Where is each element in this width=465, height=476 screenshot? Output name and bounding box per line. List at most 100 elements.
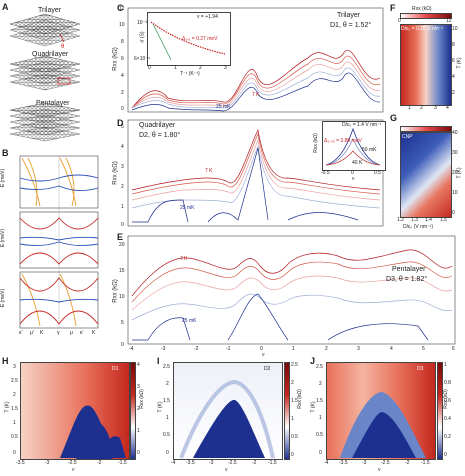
panel-h-cbar-2: 2 <box>137 406 140 412</box>
panel-e-xtick-m4: -4 <box>129 346 134 352</box>
panel-h-ytick-15: 1.5 <box>11 406 18 412</box>
panel-j-colorbar <box>437 362 443 460</box>
panel-c-inset-nu: ν = +1.94 <box>197 14 218 20</box>
panel-d-inset-xtick-pos: 0.5 <box>374 170 381 176</box>
panel-e-ylabel: Rxx (kΩ) <box>112 279 119 303</box>
panel-c-inset-ytick-2: 6×10⁻⁴ <box>134 56 151 62</box>
panel-j-cbar-02: 0.2 <box>444 434 451 440</box>
panel-d-inset-delta: Δ₂.₃₅ = 3.88 meV <box>324 138 362 144</box>
panel-h-cbar-0: 0 <box>137 450 140 456</box>
panel-e-ytick-15: 15 <box>119 268 125 274</box>
panel-h-cbar-3: 3 <box>137 384 140 390</box>
panel-j-ytick-0: 0 <box>319 450 322 456</box>
panel-d-ytick-4: 4 <box>121 144 124 150</box>
panel-h-dome <box>60 405 126 458</box>
panel-j-xtick-6: -1.5 <box>421 460 430 466</box>
panel-b-xtick-mu2: μ <box>70 330 73 336</box>
panel-j-ytick-15: 1.5 <box>316 398 323 404</box>
panel-c-plot <box>127 7 384 113</box>
panel-f-field: D/ε₀ = 0.26 V nm⁻¹ <box>401 26 444 32</box>
panel-i-ytick-1: 1 <box>166 415 169 421</box>
quadrilayer-stack <box>9 55 81 91</box>
panel-c-ytick-0: 0 <box>121 106 124 112</box>
panel-d-temp-high: 7 K <box>205 168 213 174</box>
panel-i-cbar-25: 2.5 <box>291 362 298 368</box>
panel-f-cbar-max: 12 <box>446 18 452 24</box>
panel-g-letter: G <box>390 113 398 123</box>
panel-h-ytick-05: 0.5 <box>11 434 18 440</box>
panel-f-colorbar <box>400 13 452 19</box>
panel-d-inset <box>322 121 386 171</box>
panel-j-ytick-1: 1 <box>319 415 322 421</box>
panel-e-device: D3, θ = 1.82° <box>386 276 428 283</box>
panel-j-cbar-08: 0.8 <box>444 380 451 386</box>
panel-d-inset-thigh: 40 K <box>352 160 363 166</box>
panel-d-ytick-5: 5 <box>121 124 124 130</box>
panel-a-letter: A <box>2 2 9 12</box>
panel-e-xtick-m3: -3 <box>161 346 166 352</box>
panel-c-inset-plot <box>150 21 226 61</box>
panel-h-ytick-3: 3 <box>13 364 16 370</box>
panel-g-ytick-0: 0 <box>452 210 455 216</box>
panel-b-xtick-gamma: γ <box>57 330 60 336</box>
panel-f-ytick-10: 10 <box>452 26 458 32</box>
panel-i-ytick-0: 0 <box>166 450 169 456</box>
panel-j-xtick-3: -3 <box>362 460 367 466</box>
panel-j-ytick-25: 2.5 <box>316 364 323 370</box>
panel-f-xtick-1: 1 <box>408 105 411 111</box>
panel-e-xtick-3: 3 <box>357 346 360 352</box>
panel-e-xtick-m1: -1 <box>226 346 231 352</box>
panel-i-ytick-05: 0.5 <box>163 432 170 438</box>
panel-a-quadrilayer-label: Quadrilayer <box>32 51 69 58</box>
panel-h-ytick-25: 2.5 <box>11 378 18 384</box>
panel-i-xtick-2: -3.5 <box>186 460 195 466</box>
panel-c-ytick-12: 12 <box>119 6 125 12</box>
panel-c-name: Trilayer <box>337 12 361 19</box>
panel-i-device: D2 <box>264 366 271 372</box>
panel-i-cbar-1: 1 <box>291 416 294 422</box>
panel-f-xtick-4: 4 <box>446 105 449 111</box>
panel-g-colorbar <box>400 126 452 132</box>
panel-c-device: D1, θ = 1.52° <box>330 22 372 29</box>
panel-h-colorbar <box>130 362 136 460</box>
panel-f-ytick-2: 2 <box>452 90 455 96</box>
panel-h-ylabel: T (K) <box>4 401 11 413</box>
panel-h-xlabel: ν <box>72 467 75 473</box>
panel-h-ytick-1: 1 <box>13 420 16 426</box>
panel-c-temp-low: 25 mK <box>216 104 231 110</box>
panel-f-cbar-min: 0 <box>398 18 401 24</box>
panel-i-ytick-25: 2.5 <box>163 364 170 370</box>
panel-e-ytick-10: 10 <box>119 294 125 300</box>
panel-c-inset-xtick-0: 0 <box>148 65 151 71</box>
panel-e-xtick-5: 5 <box>422 346 425 352</box>
panel-h-letter: H <box>2 356 9 366</box>
panel-d-inset-plot <box>325 127 381 166</box>
panel-i-cbar-label: Rxx (kΩ) <box>296 389 303 409</box>
panel-i-cbar-0: 0 <box>291 452 294 458</box>
panel-b-band-structures <box>19 155 99 329</box>
panel-h-cbar-1: 1 <box>137 428 140 434</box>
panel-d-ytick-1: 1 <box>121 204 124 210</box>
panel-g-ytick-20: 20 <box>452 170 458 176</box>
panel-f-ytick-8: 8 <box>452 42 455 48</box>
panel-i-xtick-5: -2 <box>252 460 257 466</box>
panel-c-ytick-8: 8 <box>121 39 124 45</box>
panel-j-device: D3 <box>417 366 424 372</box>
panel-d-inset-xlabel: ν <box>352 176 355 182</box>
panel-c-temp-high: 7 K <box>252 92 260 98</box>
panel-d-ylabel: Rxx (kΩ) <box>112 161 119 185</box>
panel-c-letter: C <box>117 3 124 13</box>
panel-e-xtick-4: 4 <box>390 346 393 352</box>
panel-i-cbar-05: 0.5 <box>291 434 298 440</box>
panel-e-temp-low: 25 mK <box>182 318 197 324</box>
panel-e-xtick-m2: -2 <box>194 346 199 352</box>
panel-j-cbar-0: 0 <box>444 452 447 458</box>
panel-c-ytick-2: 2 <box>121 90 124 96</box>
panel-g-map <box>400 132 452 218</box>
panel-c-curves <box>131 50 381 112</box>
panel-j-xlabel: ν <box>378 467 381 473</box>
panel-i-xtick-4: -2.5 <box>228 460 237 466</box>
panel-b-xtick-k: K <box>40 330 44 336</box>
panel-f-ytick-4: 4 <box>452 74 455 80</box>
panel-j-xtick-4: -2.5 <box>381 460 390 466</box>
